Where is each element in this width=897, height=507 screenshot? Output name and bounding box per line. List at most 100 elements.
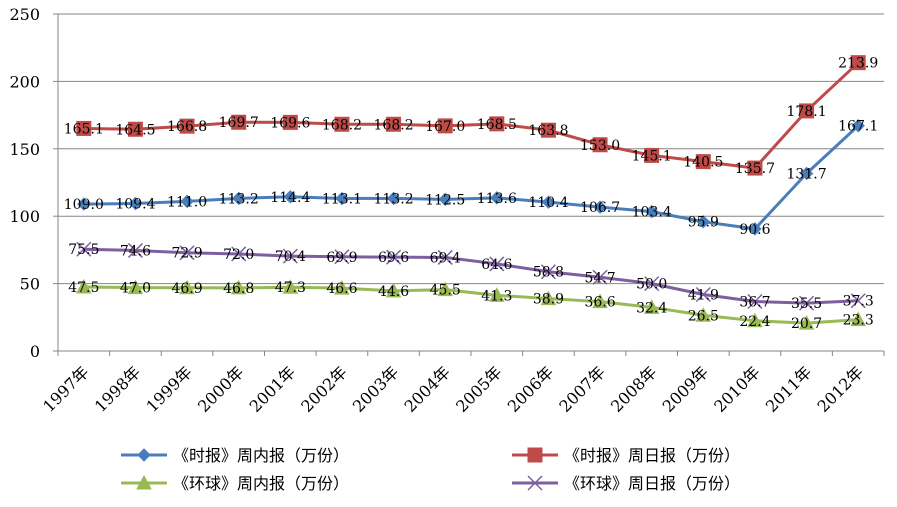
x-marker-stroke	[747, 293, 763, 310]
x-marker-stroke	[592, 269, 608, 285]
series-triangle	[75, 278, 867, 330]
legend-item: 《时报》周内报（万份）	[121, 446, 349, 465]
x-marker-stroke	[127, 242, 143, 258]
x-marker-stroke	[231, 246, 247, 262]
data-label: 103.4	[632, 205, 672, 221]
data-label: 106.7	[580, 200, 620, 216]
data-label: 37.3	[843, 294, 874, 310]
x-marker-stroke	[76, 241, 92, 257]
data-point-marker	[541, 195, 556, 209]
data-point-marker	[695, 307, 712, 322]
data-label: 166.8	[167, 119, 207, 135]
data-point-marker	[334, 116, 350, 132]
x-tick-label: 2000年	[194, 362, 248, 416]
data-label: 112.5	[425, 192, 465, 208]
y-tick-label: 150	[9, 140, 40, 159]
data-point-marker	[593, 200, 607, 214]
data-label: 153.0	[580, 138, 620, 154]
series-line	[83, 247, 859, 305]
data-label: 167.1	[838, 119, 878, 135]
data-label: 46.9	[171, 281, 202, 297]
data-label-layer: 109.0 109.4 111.0 113.2 114.4 113.1 113.2 112.5…	[64, 56, 878, 332]
data-point-marker	[231, 246, 247, 262]
data-point-marker	[179, 245, 195, 261]
data-point-marker	[490, 191, 504, 205]
x-marker-stroke	[695, 286, 711, 303]
series-square	[76, 55, 866, 176]
data-point-marker	[179, 118, 195, 134]
data-label: 69.9	[326, 250, 357, 266]
data-point-marker	[798, 315, 815, 330]
data-label: 26.5	[688, 308, 719, 324]
data-point-marker	[488, 287, 505, 302]
x-marker-stroke	[179, 245, 195, 261]
series-x	[76, 241, 866, 311]
grid-layer	[58, 13, 884, 285]
data-label: 38.9	[533, 292, 564, 308]
data-point-marker	[127, 121, 143, 137]
data-point-marker	[851, 119, 865, 133]
x-marker-stroke	[799, 295, 815, 311]
data-point-marker	[799, 295, 815, 311]
data-label: 213.9	[838, 56, 878, 72]
x-tick-label: 2002年	[297, 362, 351, 416]
data-label: 168.2	[374, 117, 414, 133]
data-label: 169.7	[219, 115, 259, 131]
data-label: 163.8	[528, 123, 568, 139]
legend-label: 《环球》周内报（万份）	[173, 474, 349, 493]
legend-label: 《环球》周日报（万份）	[564, 474, 740, 493]
data-label: 36.7	[739, 295, 770, 311]
series-line	[83, 124, 860, 231]
legend: 《时报》周内报（万份） 《时报》周日报（万份） 《环球》周内报（万份） 《环球》周日报…	[121, 446, 740, 493]
data-label: 36.6	[584, 295, 615, 311]
data-label: 109.4	[115, 197, 155, 213]
data-point-marker	[696, 215, 711, 229]
legend-item: 《环球》周日报（万份）	[512, 474, 740, 493]
data-point-marker	[747, 312, 763, 328]
data-label: 113.2	[219, 191, 259, 207]
x-tick-label: 1999年	[142, 362, 196, 416]
data-label: 45.5	[430, 283, 461, 299]
data-label: 90.6	[739, 222, 770, 238]
data-label: 32.4	[636, 300, 667, 316]
y-tick-label: 50	[20, 275, 40, 294]
data-label: 69.6	[378, 250, 409, 266]
data-label: 169.6	[270, 115, 310, 131]
data-point-marker	[386, 116, 402, 132]
x-tick-label: 2005年	[452, 362, 506, 416]
data-point-marker	[747, 160, 763, 176]
x-tick-label: 2001年	[246, 362, 300, 416]
data-point-marker	[643, 299, 660, 314]
data-label: 46.6	[326, 281, 357, 297]
data-label: 145.1	[632, 148, 672, 164]
x-marker-stroke	[386, 249, 402, 265]
series-layer	[75, 55, 867, 330]
data-label: 69.4	[430, 250, 461, 266]
x-tick-label: 1997年	[39, 362, 93, 416]
data-point-marker	[747, 293, 763, 310]
data-label: 114.4	[270, 190, 310, 206]
y-tick-label: 200	[9, 72, 40, 91]
x-tick-label: 2012年	[813, 362, 867, 416]
data-label: 46.8	[223, 281, 254, 297]
data-label: 47.0	[120, 281, 151, 297]
data-point-marker	[76, 120, 92, 136]
data-label: 178.1	[787, 104, 827, 120]
data-point-marker	[335, 191, 349, 206]
x-marker-stroke	[527, 475, 543, 491]
x-tick-label: 2006年	[504, 362, 558, 416]
data-label: 110.4	[528, 195, 568, 211]
data-point-marker	[695, 154, 711, 170]
data-point-marker	[850, 55, 866, 71]
x-tick-label: 2008年	[607, 362, 661, 416]
data-point-marker	[283, 190, 298, 204]
data-label: 109.0	[64, 197, 104, 213]
data-point-marker	[230, 279, 247, 295]
data-label: 95.9	[688, 215, 719, 231]
data-label: 72.0	[223, 247, 254, 263]
data-point-marker	[527, 475, 543, 491]
data-label: 70.4	[275, 249, 306, 265]
data-label: 64.6	[481, 257, 512, 273]
x-tick-label: 2007年	[555, 362, 609, 416]
